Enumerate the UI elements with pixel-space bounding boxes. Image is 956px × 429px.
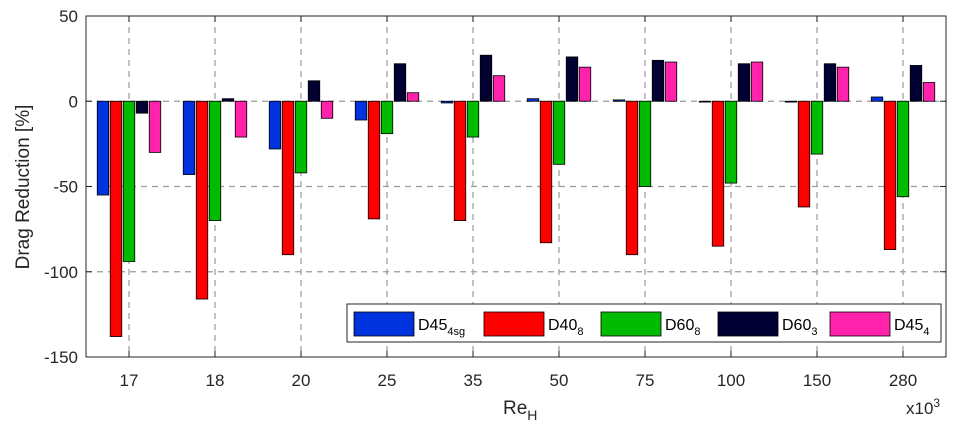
bar-d40-8-35 bbox=[453, 100, 467, 221]
bar-d45-4-25 bbox=[406, 92, 420, 102]
x-multiplier: x103 bbox=[906, 396, 940, 418]
bar-d60-3-25 bbox=[393, 63, 407, 102]
x-tick-label: 20 bbox=[292, 371, 311, 390]
bar-d60-3-17 bbox=[135, 100, 149, 114]
bar-d60-8-100 bbox=[724, 100, 738, 184]
bar-d60-8-35 bbox=[466, 100, 480, 138]
bar-d40-8-17 bbox=[109, 100, 123, 337]
bar-d45-4sg-280 bbox=[870, 96, 884, 102]
x-tick-label: 25 bbox=[378, 371, 397, 390]
legend-label: D408 bbox=[548, 317, 583, 338]
legend-label: D454sg bbox=[418, 317, 465, 338]
bar-d45-4-35 bbox=[492, 75, 506, 102]
bar-d40-8-100 bbox=[711, 100, 725, 247]
y-axis-ticks: 50 0 -50 -100 -150 bbox=[44, 7, 946, 367]
legend-label: D454 bbox=[894, 317, 929, 338]
legend-label: D608 bbox=[665, 317, 700, 338]
legend-swatch bbox=[717, 311, 779, 337]
legend-swatch bbox=[829, 311, 891, 337]
bar-d45-4sg-25 bbox=[354, 100, 368, 121]
x-tick-label: 280 bbox=[889, 371, 917, 390]
bar-d45-4-50 bbox=[578, 66, 592, 102]
x-multiplier-base: x10 bbox=[906, 399, 933, 418]
y-axis-label: Drag Reduction [%] bbox=[13, 105, 34, 270]
x-tick-label: 150 bbox=[803, 371, 831, 390]
bar-d45-4sg-150 bbox=[784, 100, 798, 103]
bar-d40-8-280 bbox=[883, 100, 897, 250]
x-axis-label-main: Re bbox=[503, 398, 527, 419]
bar-d45-4-150 bbox=[836, 66, 850, 102]
x-multiplier-exp: 3 bbox=[933, 396, 940, 410]
bar-d60-3-75 bbox=[651, 59, 665, 102]
bar-d60-3-35 bbox=[479, 54, 493, 102]
legend: D454sg D408 D608 D603 D454 bbox=[346, 303, 942, 343]
bar-d45-4sg-17 bbox=[96, 100, 110, 196]
bar-d45-4-20 bbox=[320, 100, 334, 119]
bar-d60-3-150 bbox=[823, 63, 837, 102]
bar-d60-8-18 bbox=[208, 100, 222, 221]
y-tick-label: 0 bbox=[69, 92, 78, 111]
bar-d60-8-50 bbox=[552, 100, 566, 165]
bar-d60-3-18 bbox=[221, 98, 235, 102]
x-axis-label-sub: H bbox=[527, 407, 537, 423]
x-tick-label: 18 bbox=[206, 371, 225, 390]
x-tick-label: 50 bbox=[550, 371, 569, 390]
x-tick-label: 17 bbox=[120, 371, 139, 390]
legend-swatch bbox=[353, 311, 415, 337]
bar-d45-4-100 bbox=[750, 61, 764, 102]
x-axis-label: ReH bbox=[503, 398, 537, 423]
y-tick-label: -50 bbox=[53, 178, 78, 197]
bar-d45-4-75 bbox=[664, 61, 678, 102]
bar-d60-8-25 bbox=[380, 100, 394, 135]
bar-d40-8-25 bbox=[367, 100, 381, 220]
x-axis-ticks: 17 18 20 25 35 50 75 100 150 280 bbox=[120, 16, 917, 390]
legend-swatch bbox=[483, 311, 545, 337]
bar-d60-3-50 bbox=[565, 56, 579, 102]
bar-d60-8-150 bbox=[810, 100, 824, 155]
bar-d45-4sg-50 bbox=[526, 98, 540, 102]
bar-d60-8-20 bbox=[294, 100, 308, 174]
bar-d45-4-280 bbox=[922, 82, 936, 102]
y-tick-label: -100 bbox=[44, 263, 78, 282]
bar-d60-3-20 bbox=[307, 80, 321, 102]
bar-d45-4sg-18 bbox=[182, 100, 196, 175]
legend-label: D603 bbox=[782, 317, 817, 338]
bar-d60-3-100 bbox=[737, 63, 751, 102]
x-tick-label: 100 bbox=[717, 371, 745, 390]
x-tick-label: 75 bbox=[636, 371, 655, 390]
bar-d60-8-280 bbox=[896, 100, 910, 198]
bars bbox=[96, 54, 936, 337]
y-tick-label: 50 bbox=[59, 7, 78, 26]
bar-d45-4sg-100 bbox=[698, 100, 712, 103]
bar-d60-8-75 bbox=[638, 100, 652, 187]
bar-d45-4-17 bbox=[148, 100, 162, 153]
bar-d45-4sg-20 bbox=[268, 100, 282, 150]
bar-d40-8-150 bbox=[797, 100, 811, 208]
plot-frame bbox=[85, 15, 947, 358]
bar-d45-4-18 bbox=[234, 100, 248, 138]
bar-d40-8-75 bbox=[625, 100, 639, 256]
legend-swatch bbox=[600, 311, 662, 337]
bar-d60-3-280 bbox=[909, 65, 923, 102]
bar-d60-8-17 bbox=[122, 100, 136, 262]
x-tick-label: 35 bbox=[464, 371, 483, 390]
bar-d45-4sg-35 bbox=[440, 100, 454, 104]
bar-d40-8-18 bbox=[195, 100, 209, 300]
bar-d40-8-50 bbox=[539, 100, 553, 244]
y-tick-label: -150 bbox=[44, 348, 78, 367]
bar-d40-8-20 bbox=[281, 100, 295, 256]
bar-d45-4sg-75 bbox=[612, 99, 626, 102]
